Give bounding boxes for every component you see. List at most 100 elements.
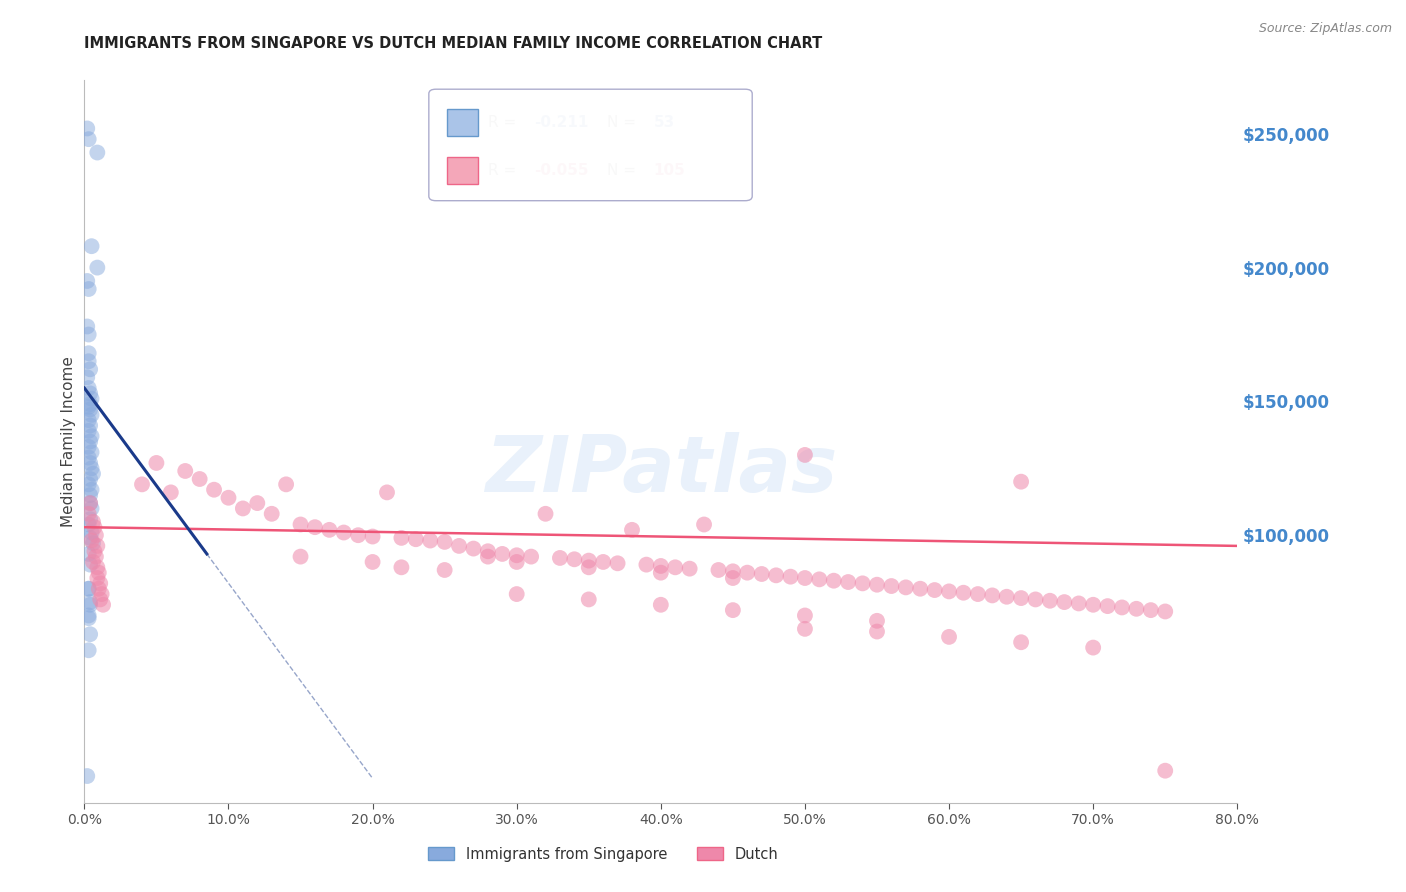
Point — [548, 550, 571, 566]
Point — [79, 434, 101, 449]
Point — [77, 346, 100, 360]
Point — [79, 496, 101, 510]
Point — [564, 552, 586, 566]
Point — [650, 566, 672, 580]
Point — [90, 587, 112, 601]
Point — [80, 239, 103, 253]
Point — [86, 560, 108, 574]
Point — [506, 555, 529, 569]
Point — [938, 630, 960, 644]
Point — [794, 448, 817, 462]
Point — [1010, 591, 1032, 606]
Point — [80, 392, 103, 406]
Point — [77, 582, 100, 596]
Point — [679, 562, 702, 576]
Point — [77, 424, 100, 438]
Point — [1154, 605, 1177, 619]
Point — [650, 558, 672, 574]
Point — [837, 574, 859, 589]
Point — [1125, 602, 1147, 616]
Point — [1154, 764, 1177, 778]
Point — [304, 520, 326, 534]
Point — [86, 539, 108, 553]
Point — [794, 571, 817, 585]
Point — [76, 319, 98, 334]
Text: 53: 53 — [654, 115, 675, 130]
Point — [77, 611, 100, 625]
Point — [361, 529, 384, 543]
Point — [202, 483, 225, 497]
Point — [79, 472, 101, 486]
Point — [79, 456, 101, 470]
Point — [80, 408, 103, 422]
Point — [347, 528, 370, 542]
Point — [592, 555, 614, 569]
Point — [79, 627, 101, 641]
Point — [477, 549, 499, 564]
Point — [131, 477, 153, 491]
Point — [76, 274, 98, 288]
Point — [77, 413, 100, 427]
Point — [1083, 640, 1105, 655]
Point — [80, 461, 103, 475]
Point — [433, 534, 456, 549]
Point — [433, 563, 456, 577]
Point — [721, 564, 744, 578]
Text: R =: R = — [488, 163, 522, 178]
Point — [86, 260, 108, 275]
Point — [80, 525, 103, 540]
Point — [449, 539, 471, 553]
Text: -0.211: -0.211 — [534, 115, 589, 130]
Point — [76, 121, 98, 136]
Point — [967, 587, 990, 601]
Point — [477, 544, 499, 558]
Point — [1097, 599, 1119, 614]
Point — [405, 532, 427, 546]
Point — [77, 354, 100, 368]
Point — [1039, 594, 1062, 608]
Point — [77, 450, 100, 465]
Point — [79, 595, 101, 609]
Point — [77, 507, 100, 521]
Point — [1111, 600, 1133, 615]
Point — [361, 555, 384, 569]
Point — [707, 563, 730, 577]
Point — [145, 456, 167, 470]
Point — [721, 603, 744, 617]
Point — [578, 553, 600, 568]
Point — [463, 541, 485, 556]
Point — [866, 624, 889, 639]
Point — [520, 549, 543, 564]
Point — [83, 544, 105, 558]
Point — [80, 429, 103, 443]
Point — [636, 558, 658, 572]
Point — [77, 517, 100, 532]
Point — [188, 472, 211, 486]
Point — [77, 477, 100, 491]
Text: -0.055: -0.055 — [534, 163, 589, 178]
Point — [232, 501, 254, 516]
Point — [276, 477, 298, 491]
Point — [79, 402, 101, 417]
Legend: Immigrants from Singapore, Dutch: Immigrants from Singapore, Dutch — [422, 841, 785, 868]
Point — [82, 515, 104, 529]
Point — [77, 282, 100, 296]
Point — [290, 517, 312, 532]
Text: N =: N = — [607, 115, 641, 130]
Point — [246, 496, 269, 510]
Point — [84, 549, 107, 564]
Point — [79, 362, 101, 376]
Point — [506, 587, 529, 601]
Point — [737, 566, 759, 580]
Point — [391, 531, 413, 545]
Point — [894, 581, 917, 595]
Point — [160, 485, 183, 500]
Point — [1010, 475, 1032, 489]
Point — [80, 445, 103, 459]
Point — [86, 145, 108, 160]
Point — [79, 386, 101, 401]
Point — [77, 381, 100, 395]
Point — [89, 592, 111, 607]
Point — [491, 547, 513, 561]
Point — [938, 584, 960, 599]
